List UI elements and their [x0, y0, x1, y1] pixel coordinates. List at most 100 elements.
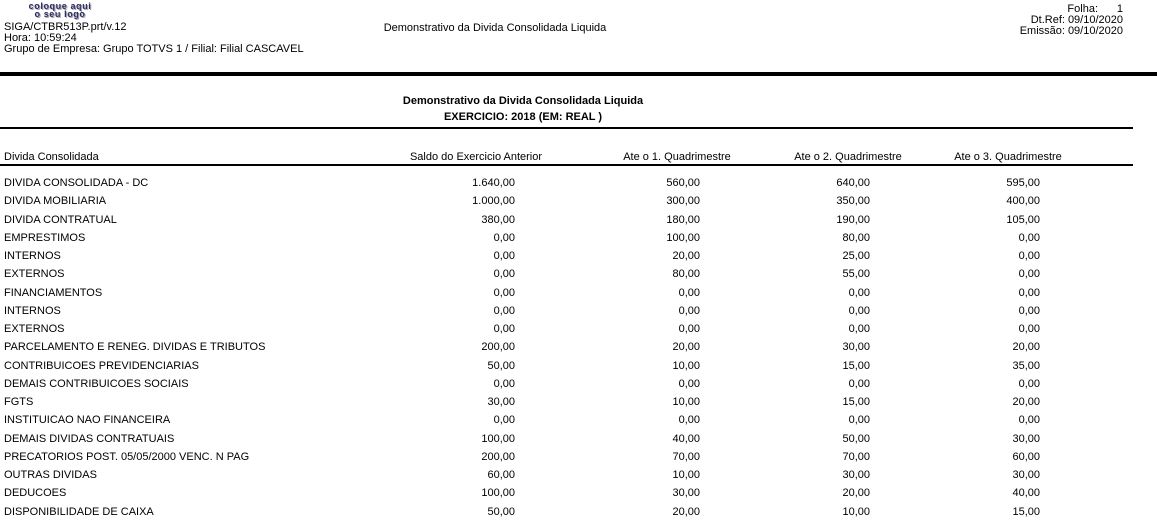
row-value: 0,00 [678, 286, 700, 299]
row-value: 55,00 [842, 268, 870, 281]
row-value: 0,00 [678, 323, 700, 335]
row-value: 10,00 [672, 396, 700, 408]
row-label: INTERNOS [4, 304, 61, 317]
separator-under-title [0, 127, 1133, 129]
row-value: 15,00 [842, 396, 870, 408]
row-label: INSTITUICAO NAO FINANCEIRA [4, 414, 171, 427]
row-value: 80,00 [842, 231, 870, 244]
row-label: PRECATORIOS POST. 05/05/2000 VENC. N PAG [4, 450, 250, 463]
row-label: CONTRIBUICOES PREVIDENCIARIAS [4, 359, 199, 372]
row-label: OUTRAS DIVIDAS [4, 469, 97, 481]
row-value: 380,00 [481, 213, 515, 226]
table-row: INSTITUICAO NAO FINANCEIRA 0,00 0,00 0,00 0,… [0, 411, 1040, 429]
row-value: 0,00 [1018, 250, 1040, 262]
table-row: PRECATORIOS POST. 05/05/2000 VENC. N PAG… [0, 448, 1040, 466]
separator-header-thick [0, 72, 1157, 76]
row-value: 100,00 [481, 487, 515, 500]
row-value: 20,00 [1012, 396, 1040, 408]
row-label: INTERNOS [4, 250, 61, 262]
row-value: 20,00 [1012, 341, 1040, 354]
page-number-value: 1 [1116, 3, 1123, 15]
row-value: 640,00 [836, 177, 870, 189]
table-row: DEMAIS CONTRIBUICOES SOCIAIS 0,00 0,00 0,00… [0, 375, 1040, 393]
row-value: 200,00 [481, 341, 515, 354]
row-value: 100,00 [481, 432, 515, 445]
company-logo-placeholder: coloque aqui o seu logo [18, 1, 102, 19]
row-value: 35,00 [1012, 359, 1040, 372]
row-value: 180,00 [666, 213, 700, 226]
table-row: EXTERNOS 0,00 80,00 55,00 0,00 [0, 265, 1040, 283]
row-value: 70,00 [842, 450, 870, 463]
table-row: FGTS 30,00 10,00 15,00 20,00 [0, 393, 1040, 411]
table-row: DIVIDA CONTRATUAL 380,00 180,00 190,00 105,0… [0, 211, 1040, 229]
row-value: 200,00 [481, 450, 515, 463]
row-value: 0,00 [1018, 414, 1040, 427]
table-row: PARCELAMENTO E RENEG. DIVIDAS E TRIBUTOS… [0, 338, 1040, 356]
row-value: 15,00 [842, 359, 870, 372]
row-value: 100,00 [666, 231, 700, 244]
row-value: 10,00 [842, 505, 870, 518]
table-row: CONTRIBUICOES PREVIDENCIARIAS 50,00 10,00 1… [0, 357, 1040, 375]
table-row: DIVIDA CONSOLIDADA - DC 1.640,00 560,00 640… [0, 174, 1040, 192]
row-value: 20,00 [672, 250, 700, 262]
row-label: DEMAIS DIVIDAS CONTRATUAIS [4, 432, 175, 445]
column-header-divida-consolidada: Divida Consolidada [4, 151, 99, 163]
row-value: 0,00 [1018, 231, 1040, 244]
row-value: 50,00 [487, 359, 515, 372]
table-row: DIVIDA MOBILIARIA 1.000,00 300,00 350,00 400… [0, 192, 1040, 210]
report-title: Demonstrativo da Divida Consolidada Liqu… [402, 95, 644, 107]
row-value: 0,00 [1018, 304, 1040, 317]
row-label: EXTERNOS [4, 268, 65, 281]
row-label: FGTS [4, 396, 34, 408]
row-value: 80,00 [672, 268, 700, 281]
row-label: EXTERNOS [4, 323, 65, 335]
table-body: DIVIDA CONSOLIDADA - DC 1.640,00 560,00 640… [0, 174, 1040, 521]
emission-date-value: 09/10/2020 [1067, 24, 1123, 37]
row-value: 300,00 [666, 195, 700, 208]
row-value: 0,00 [493, 323, 515, 335]
table-row: OUTRAS DIVIDAS 60,00 10,00 30,00 30,00 [0, 466, 1040, 484]
table-row: INTERNOS 0,00 0,00 0,00 0,00 [0, 302, 1040, 320]
row-value: 40,00 [672, 432, 700, 445]
row-value: 0,00 [493, 377, 515, 390]
column-header-ate-2-quadrimestre: Ate o 2. Quadrimestre [794, 151, 902, 163]
reference-date-label: Dt.Ref: [1030, 13, 1065, 26]
separator-under-column-headers [0, 164, 1133, 166]
column-header-ate-3-quadrimestre: Ate o 3. Quadrimestre [954, 151, 1062, 163]
row-label: EMPRESTIMOS [4, 231, 86, 244]
row-value: 20,00 [842, 487, 870, 500]
header-right-block: Folha: 1 Dt.Ref: 09/10/2020 Emissão: 09/10/… [1020, 4, 1123, 37]
row-value: 50,00 [487, 505, 515, 518]
table-row: DEDUCOES 100,00 30,00 20,00 40,00 [0, 484, 1040, 502]
table-row: EXTERNOS 0,00 0,00 0,00 0,00 [0, 320, 1040, 338]
row-value: 0,00 [678, 377, 700, 390]
row-value: 560,00 [666, 177, 700, 189]
logo-line-2: o seu logo [34, 9, 86, 19]
row-value: 60,00 [1012, 450, 1040, 463]
row-value: 0,00 [678, 414, 700, 427]
row-value: 400,00 [1006, 195, 1040, 208]
table-row: DISPONIBILIDADE DE CAIXA 50,00 20,00 10,00 1… [0, 503, 1040, 521]
column-header-saldo-exercicio-anterior: Saldo do Exercicio Anterior [409, 151, 543, 163]
row-value: 30,00 [672, 487, 700, 500]
table-row: EMPRESTIMOS 0,00 100,00 80,00 0,00 [0, 229, 1040, 247]
row-value: 60,00 [487, 469, 515, 481]
row-value: 10,00 [672, 469, 700, 481]
report-time: Hora: 10:59:24 [4, 32, 77, 44]
row-value: 190,00 [836, 213, 870, 226]
row-value: 0,00 [848, 414, 870, 427]
row-value: 25,00 [842, 250, 870, 262]
report-subtitle: EXERCICIO: 2018 (EM: REAL ) [443, 110, 603, 123]
row-value: 30,00 [487, 396, 515, 408]
row-value: 1.000,00 [472, 195, 515, 208]
row-value: 0,00 [1018, 377, 1040, 390]
row-value: 105,00 [1006, 213, 1040, 226]
header-left-block: SIGA/CTBR513P.prt/v.12 Hora: 10:59:24 Gr… [4, 22, 304, 55]
row-label: DIVIDA CONSOLIDADA - DC [4, 177, 149, 189]
row-label: DIVIDA CONTRATUAL [4, 213, 117, 226]
header-report-title: Demonstrativo da Divida Consolidada Liqu… [383, 22, 607, 34]
column-header-ate-1-quadrimestre: Ate o 1. Quadrimestre [623, 151, 731, 163]
reference-date-value: 09/10/2020 [1067, 13, 1123, 26]
logo-line-1: coloque aqui [28, 1, 92, 11]
row-value: 1.640,00 [472, 177, 515, 189]
